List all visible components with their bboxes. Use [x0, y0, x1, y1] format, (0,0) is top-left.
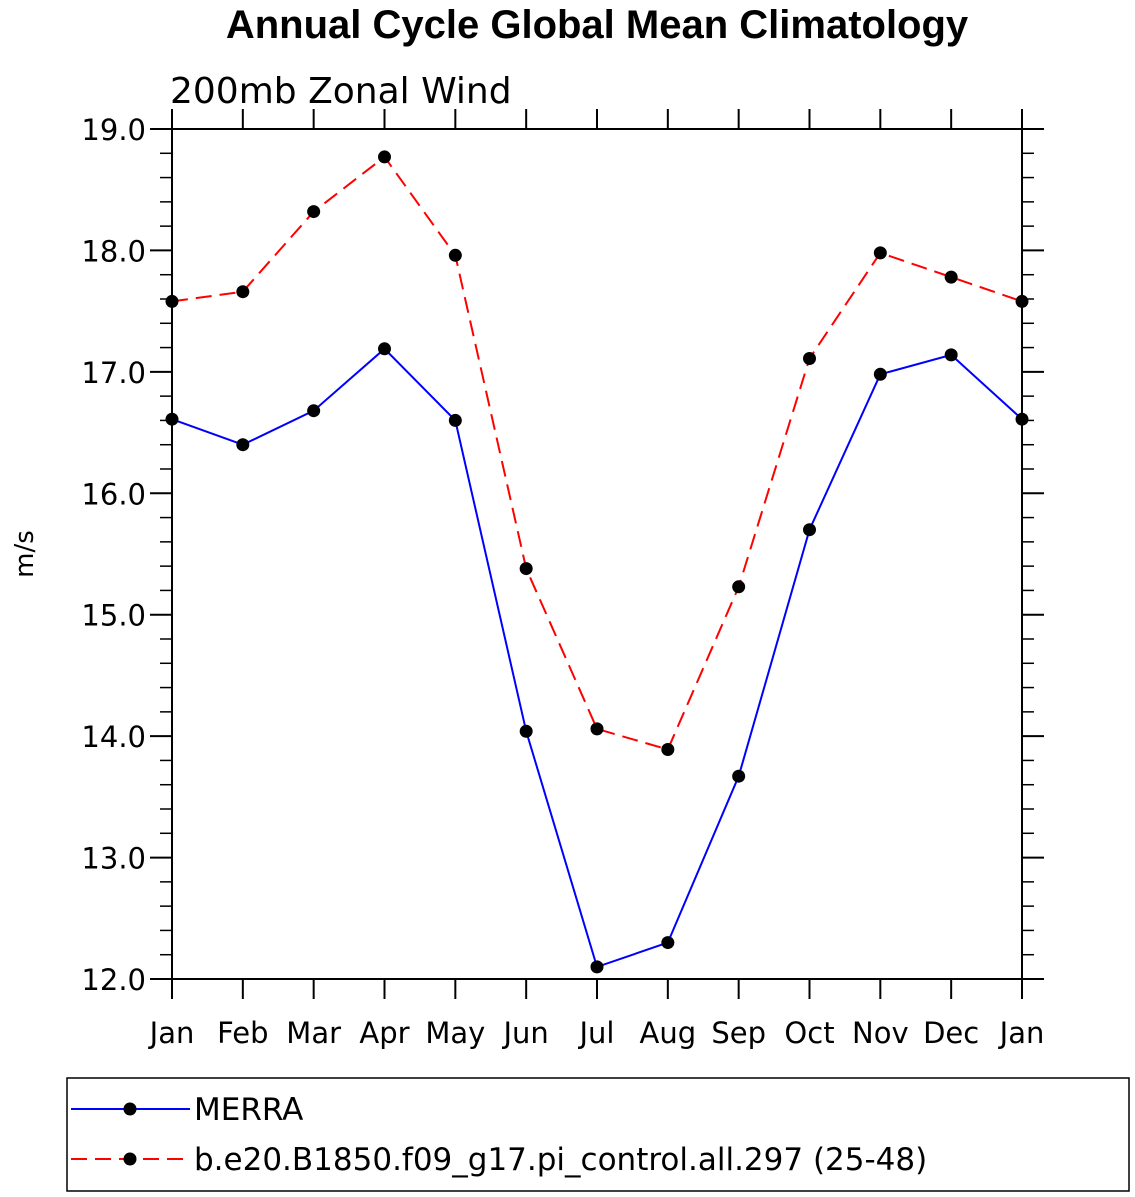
y-tick-label: 19.0 [81, 113, 146, 147]
y-tick-label: 12.0 [81, 963, 146, 997]
data-point [519, 562, 533, 576]
y-tick-label: 17.0 [81, 356, 146, 390]
y-axis-label: m/s [10, 530, 40, 578]
axis-ticks [150, 109, 1044, 999]
legend-marker-merra [123, 1102, 137, 1116]
data-point [448, 248, 462, 262]
x-tick-label: Jan [998, 1016, 1045, 1050]
series-line-0 [171, 347, 1023, 969]
data-point [803, 352, 816, 365]
data-point [732, 769, 746, 783]
y-tick-label: 18.0 [81, 234, 146, 268]
data-point [448, 413, 462, 427]
plot-frame [171, 128, 1023, 980]
y-tick-label: 14.0 [81, 720, 146, 754]
x-tick-label: May [425, 1016, 485, 1050]
y-tick-labels: 12.0 13.0 14.0 15.0 16.0 17.0 18.0 19.0 [81, 113, 146, 997]
x-tick-label: Feb [217, 1016, 268, 1050]
data-point [378, 342, 391, 356]
legend-label-model: b.e20.B1850.f09_g17.pi_control.all.297 (… [194, 1142, 927, 1178]
data-point [1015, 294, 1029, 308]
data-point [165, 412, 179, 426]
data-point [307, 205, 321, 219]
x-tick-label: Jul [578, 1016, 615, 1050]
data-point [590, 960, 604, 974]
data-point [1015, 412, 1029, 426]
x-tick-label: Apr [359, 1016, 409, 1050]
legend: MERRA b.e20.B1850.f09_g17.pi_control.all… [66, 1077, 1130, 1192]
data-point [236, 285, 250, 299]
data-point [873, 367, 887, 381]
data-point [732, 580, 746, 594]
data-point [661, 743, 675, 756]
y-tick-label: 16.0 [81, 477, 146, 511]
x-tick-label: Oct [784, 1016, 834, 1050]
data-point [307, 404, 321, 418]
data-point [378, 150, 391, 164]
data-point [661, 936, 675, 950]
data-point [236, 438, 250, 452]
series-lines [171, 155, 1023, 969]
data-point [944, 270, 958, 284]
series-line-1 [171, 155, 1023, 751]
x-tick-label: Mar [286, 1016, 341, 1050]
data-point [944, 348, 958, 362]
data-point [873, 246, 887, 260]
x-tick-label: Aug [640, 1016, 697, 1050]
x-tick-labels: Jan Feb Mar Apr May Jun Jul Aug Sep Oct Nov Dec Jan [148, 1016, 1045, 1050]
chart-subtitle: 200mb Zonal Wind [170, 71, 512, 112]
x-tick-label: Sep [711, 1016, 766, 1050]
legend-label-merra: MERRA [194, 1092, 303, 1128]
data-point [165, 294, 179, 308]
y-tick-label: 15.0 [81, 599, 146, 633]
x-tick-label: Jan [148, 1016, 195, 1050]
chart-title: Annual Cycle Global Mean Climatology [226, 3, 969, 47]
data-point [803, 523, 816, 537]
legend-marker-model [123, 1152, 137, 1166]
y-tick-label: 13.0 [81, 842, 146, 876]
data-point [590, 722, 604, 736]
legend-box [66, 1077, 1130, 1192]
series-markers [165, 150, 1029, 974]
x-tick-label: Jun [502, 1016, 549, 1050]
x-tick-label: Dec [923, 1016, 979, 1050]
x-tick-label: Nov [852, 1016, 909, 1050]
data-point [519, 724, 533, 738]
